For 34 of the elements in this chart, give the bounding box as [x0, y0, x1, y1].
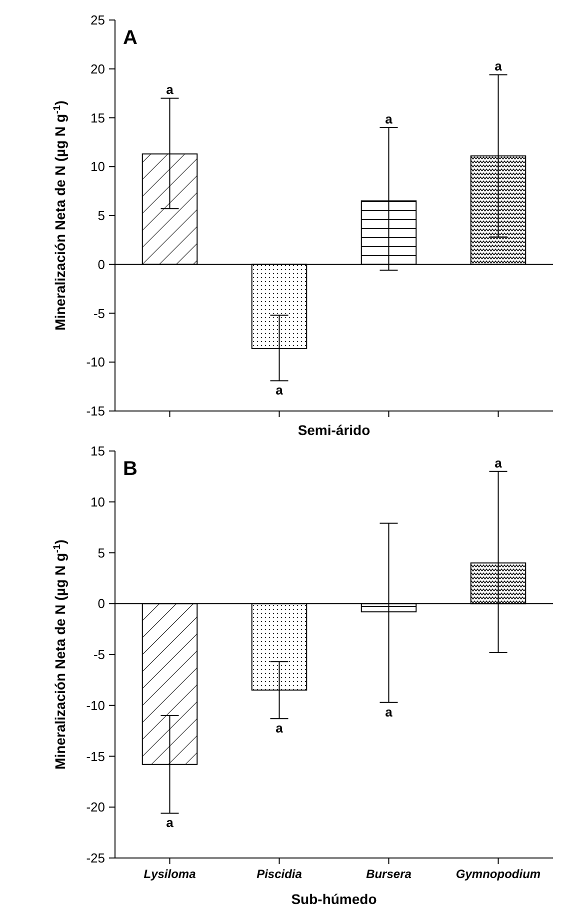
y-tick-label: -15	[86, 748, 105, 764]
y-tick-label: 5	[98, 208, 105, 224]
y-tick-label: 15	[90, 444, 105, 459]
annotation: a	[385, 112, 394, 127]
y-tick-label: 20	[90, 61, 105, 76]
annotation: a	[276, 720, 284, 736]
y-tick-label: -10	[86, 698, 105, 713]
chart-title: B	[123, 458, 138, 480]
y-tick-label: -25	[86, 850, 105, 866]
x-tick-label: Lysiloma	[144, 867, 196, 881]
y-tick-label: -5	[93, 647, 105, 662]
y-tick-label: 10	[90, 494, 105, 510]
y-tick-label: -15	[86, 404, 105, 419]
x-axis-title: Semi-árido	[298, 422, 370, 438]
x-tick-label: Piscidia	[256, 867, 302, 881]
annotation: a	[166, 82, 174, 98]
y-tick-label: -20	[86, 800, 105, 815]
annotation: a	[494, 455, 503, 470]
annotation: a	[385, 704, 394, 720]
y-tick-label: 5	[98, 545, 105, 560]
chart-title: A	[123, 27, 138, 49]
y-tick-label: 10	[90, 159, 105, 174]
x-tick-label: Gymnopodium	[456, 867, 541, 881]
y-tick-label: 15	[90, 110, 105, 126]
y-tick-label: -5	[93, 306, 105, 321]
y-tick-label: -10	[86, 354, 105, 370]
annotation: a	[166, 815, 174, 830]
x-tick-label: Bursera	[366, 867, 412, 881]
x-axis-title: Sub-húmedo	[291, 891, 377, 907]
y-tick-label: 0	[98, 256, 105, 272]
annotation: a	[276, 382, 284, 398]
annotation: a	[494, 58, 503, 74]
y-tick-label: 25	[90, 12, 105, 28]
y-tick-label: 0	[98, 596, 105, 612]
